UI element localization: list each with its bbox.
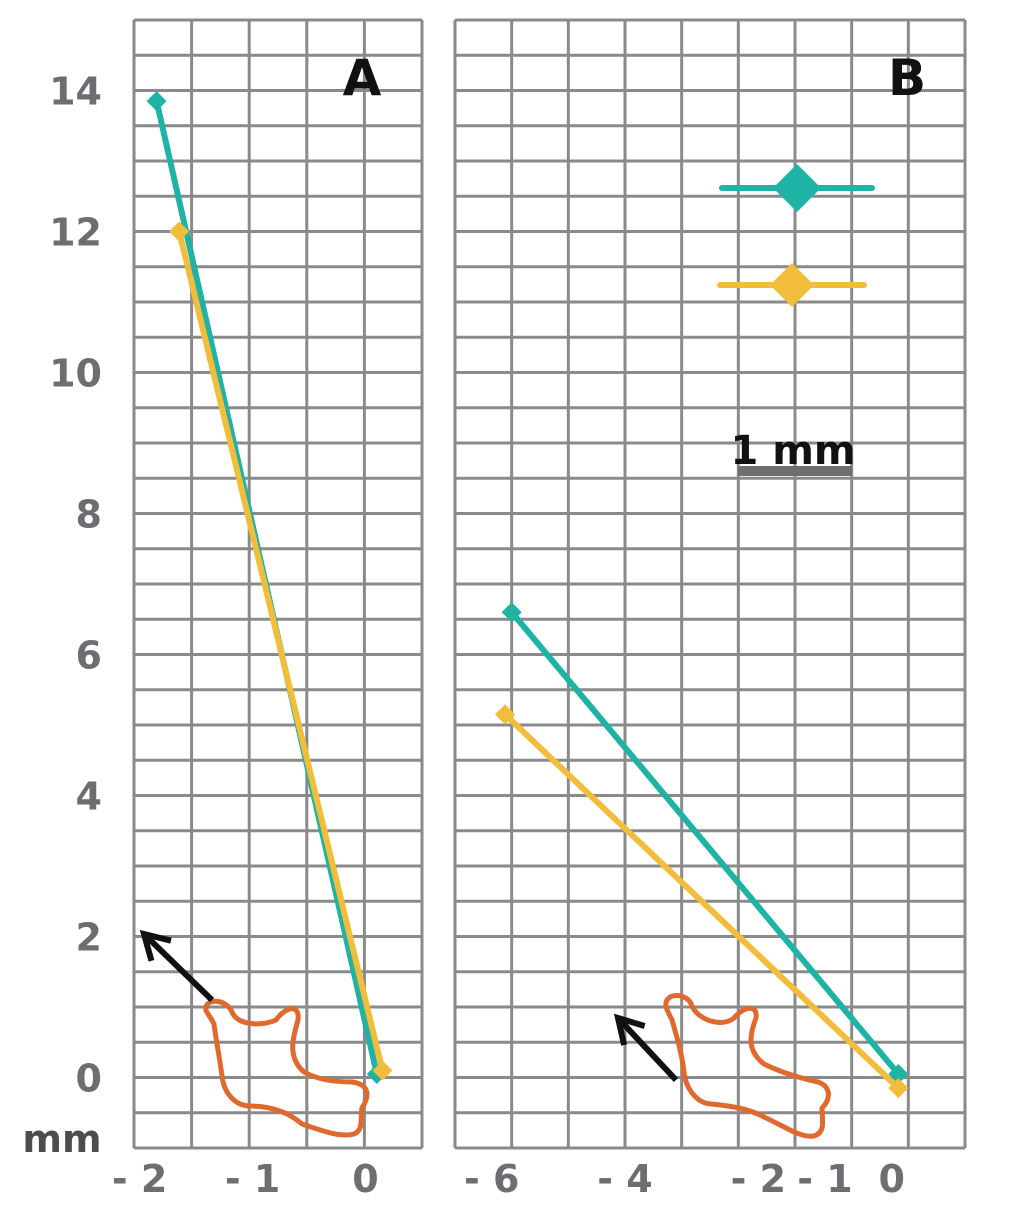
x-tick-label: - 1 [797, 1157, 852, 1201]
x-tick-label: - 2 [731, 1157, 786, 1201]
series-2-point-1 [169, 221, 190, 242]
legend-marker-1 [773, 164, 821, 212]
panel-b-decoration [613, 993, 831, 1139]
y-tick-label: 6 [76, 634, 102, 678]
direction-arrow-icon [615, 1015, 679, 1083]
series-2-point-2 [888, 1078, 909, 1099]
y-axis-ticks: 0 2 4 6 8 10 12 14 [49, 70, 102, 1101]
series-line-2 [176, 228, 386, 1074]
x-tick-label: - 4 [597, 1157, 652, 1201]
series-1-point-2 [888, 1063, 909, 1084]
panel-b-label: B [888, 49, 926, 107]
series-1-point-1 [146, 91, 167, 112]
specimen-outline-icon [203, 998, 370, 1138]
y-tick-label: 10 [49, 352, 102, 396]
legend-marker-2 [770, 263, 814, 307]
direction-arrow-icon [141, 931, 215, 1003]
x-tick-label: - 6 [464, 1157, 519, 1201]
specimen-outline-icon [663, 993, 831, 1139]
scale-bar-line [738, 466, 852, 476]
scale-bar: 1 mm [730, 428, 856, 476]
panel-a-grid [132, 18, 424, 1150]
y-tick-label: 2 [76, 916, 102, 960]
direction-arrow-head-icon [613, 1013, 646, 1046]
scale-bar-label: 1 mm [730, 428, 855, 474]
x-tick-label: - 2 [112, 1157, 167, 1201]
series-line-1 [508, 609, 902, 1077]
legend [717, 164, 875, 307]
panel-b-series [495, 602, 909, 1099]
series-2-point-2 [372, 1060, 393, 1081]
panel-a-decoration [139, 929, 370, 1138]
direction-arrow-head-icon [139, 929, 172, 962]
y-tick-label: 4 [76, 775, 102, 819]
y-tick-label: 8 [76, 493, 102, 537]
x-tick-label: 0 [352, 1157, 378, 1201]
y-tick-label: 12 [49, 211, 102, 255]
panel-a-series [146, 91, 393, 1084]
panel-b-grid [453, 18, 967, 1150]
series-1-point-1 [501, 602, 522, 623]
panel-a: A [132, 18, 424, 1150]
x-tick-label: - 1 [225, 1157, 280, 1201]
series-line-2 [502, 711, 902, 1092]
series-2-point-1 [495, 704, 515, 725]
panel-a-label: A [343, 49, 382, 107]
y-axis-unit-label: mm [22, 1117, 101, 1161]
y-tick-label: 0 [76, 1057, 102, 1101]
y-tick-label: 14 [49, 70, 102, 114]
x-tick-label: 0 [878, 1157, 904, 1201]
panel-b: B 1 mm [453, 18, 967, 1150]
